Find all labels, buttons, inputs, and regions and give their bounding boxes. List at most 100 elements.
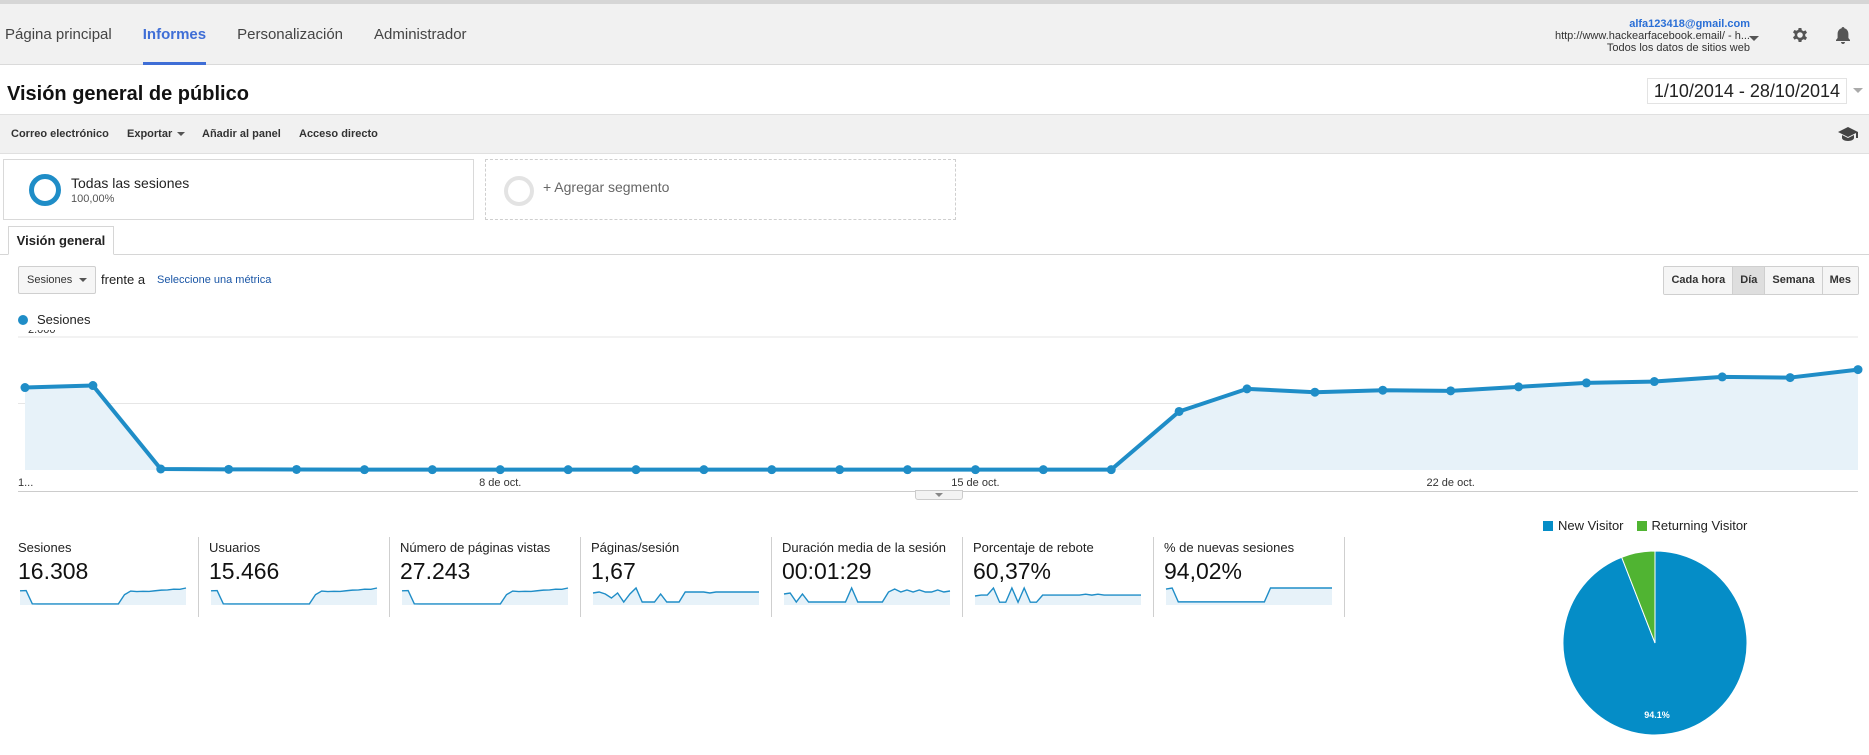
granularity-hourly-button[interactable]: Cada hora	[1664, 267, 1733, 294]
report-toolbar: Correo electrónico Exportar Añadir al pa…	[0, 114, 1869, 154]
y-tick-label: 2.000	[28, 330, 56, 336]
granularity-week-button[interactable]: Semana	[1764, 267, 1822, 294]
scorecard-sparkline	[401, 587, 569, 605]
scorecard-value: 00:01:29	[782, 558, 872, 584]
scorecard-value: 60,37%	[973, 558, 1052, 584]
scorecard-divider	[1344, 537, 1345, 617]
empty-segment-ring-icon	[504, 176, 534, 206]
gear-icon[interactable]	[1790, 25, 1810, 45]
add-to-dashboard-button[interactable]: Añadir al panel	[202, 128, 281, 140]
scorecard[interactable]: Porcentaje de rebote 60,37%	[973, 537, 1164, 617]
scorecard-value: 15.466	[209, 558, 280, 584]
x-tick-label: 8 de oct.	[479, 477, 521, 489]
data-point[interactable]	[1242, 384, 1252, 394]
scorecard-divider	[580, 537, 581, 617]
scorecard[interactable]: Sesiones 16.308	[18, 537, 209, 617]
segment-ring-icon	[29, 174, 61, 206]
data-point[interactable]	[1378, 385, 1388, 395]
chart-legend-dot	[18, 315, 28, 325]
scorecard-label: Porcentaje de rebote	[973, 540, 1094, 555]
scorecard-divider	[771, 537, 772, 617]
scorecard[interactable]: Usuarios 15.466	[209, 537, 400, 617]
scorecard-value: 16.308	[18, 558, 89, 584]
scorecard[interactable]: % de nuevas sesiones 94,02%	[1164, 537, 1355, 617]
data-point[interactable]	[699, 465, 709, 475]
account-view: Todos los datos de sitios web	[1606, 42, 1750, 54]
select-metric-link[interactable]: Seleccione una métrica	[157, 274, 272, 286]
scorecard-value: 1,67	[591, 558, 636, 584]
x-tick-label: 15 de oct.	[951, 477, 999, 489]
tab-overview[interactable]: Visión general	[8, 226, 114, 255]
data-point[interactable]	[156, 464, 166, 474]
data-point[interactable]	[767, 465, 777, 475]
metric-select[interactable]: Sesiones	[18, 266, 96, 294]
data-point[interactable]	[1649, 377, 1659, 387]
data-point[interactable]	[1853, 365, 1863, 375]
scorecard-sparkline	[210, 587, 378, 605]
pie-legend-new-visitor: New Visitor	[1558, 518, 1624, 533]
scorecard-label: % de nuevas sesiones	[1164, 540, 1295, 555]
email-button[interactable]: Correo electrónico	[11, 128, 109, 140]
data-point[interactable]	[1785, 373, 1795, 383]
chart-collapse-handle[interactable]	[915, 490, 963, 500]
add-segment-button[interactable]: + Agregar segmento	[485, 159, 956, 220]
data-point[interactable]	[495, 465, 505, 475]
scorecard-sparkline	[19, 587, 187, 605]
scorecard-divider	[198, 537, 199, 617]
nav-tab-admin[interactable]: Administrador	[374, 26, 467, 43]
pie-legend-returning-visitor: Returning Visitor	[1651, 518, 1748, 533]
account-property: http://www.hackearfacebook.email/ - h...	[1554, 30, 1750, 42]
data-point[interactable]	[1581, 378, 1591, 388]
pie-slice-label: 94.1%	[1644, 710, 1670, 720]
add-segment-label: + Agregar segmento	[543, 179, 670, 195]
data-point[interactable]	[563, 465, 573, 475]
data-point[interactable]	[224, 464, 234, 474]
data-point[interactable]	[631, 465, 641, 475]
chart-legend-label: Sesiones	[37, 312, 91, 327]
shortcut-button[interactable]: Acceso directo	[299, 128, 378, 140]
scorecard-divider	[389, 537, 390, 617]
data-point[interactable]	[903, 465, 913, 475]
data-point[interactable]	[835, 465, 845, 475]
data-point[interactable]	[359, 465, 369, 475]
data-point[interactable]	[970, 465, 980, 475]
data-point[interactable]	[1446, 386, 1456, 396]
segment-all-sessions[interactable]: Todas las sesiones 100,00%	[3, 159, 474, 220]
nav-tab-customization[interactable]: Personalización	[237, 26, 344, 43]
data-point[interactable]	[20, 383, 30, 393]
scorecard-divider	[962, 537, 963, 617]
data-point[interactable]	[1514, 382, 1524, 392]
granularity-month-button[interactable]: Mes	[1821, 267, 1858, 294]
granularity-day-button[interactable]: Día	[1732, 267, 1765, 294]
data-point[interactable]	[1717, 372, 1727, 382]
bell-icon[interactable]	[1833, 25, 1853, 45]
scorecard[interactable]: Número de páginas vistas 27.243	[400, 537, 591, 617]
data-point[interactable]	[1038, 465, 1048, 475]
data-point[interactable]	[1174, 406, 1184, 416]
page-title: Visión general de público	[7, 83, 249, 105]
pie-slice[interactable]	[1621, 550, 1656, 644]
account-selector[interactable]: alfa123418@gmail.com http://www.hackearf…	[1555, 18, 1750, 54]
data-point[interactable]	[292, 464, 302, 474]
data-point[interactable]	[1310, 387, 1320, 397]
date-range-picker[interactable]: 1/10/2014 - 28/10/2014	[1646, 78, 1847, 104]
nav-tab-home[interactable]: Página principal	[5, 26, 112, 43]
export-button[interactable]: Exportar	[127, 128, 186, 140]
scorecard-sparkline	[974, 586, 1141, 605]
scorecard[interactable]: Páginas/sesión 1,67	[591, 537, 782, 617]
scorecard-value: 94,02%	[1164, 558, 1243, 584]
nav-tab-reports[interactable]: Informes	[142, 4, 207, 65]
scorecard-value: 27.243	[400, 558, 471, 584]
scorecard-sparkline	[592, 586, 759, 605]
scorecard[interactable]: Duración media de la sesión 00:01:29	[782, 537, 973, 617]
series-line	[24, 367, 1859, 472]
data-point[interactable]	[1106, 465, 1116, 475]
scorecard-sparkline	[1165, 587, 1332, 605]
account-dropdown-caret-icon[interactable]	[1749, 36, 1759, 41]
versus-label: frente a	[101, 272, 146, 287]
graduation-cap-icon[interactable]	[1837, 125, 1859, 143]
data-point[interactable]	[427, 465, 437, 475]
date-range-caret-icon[interactable]	[1853, 88, 1863, 93]
data-point[interactable]	[88, 381, 98, 391]
